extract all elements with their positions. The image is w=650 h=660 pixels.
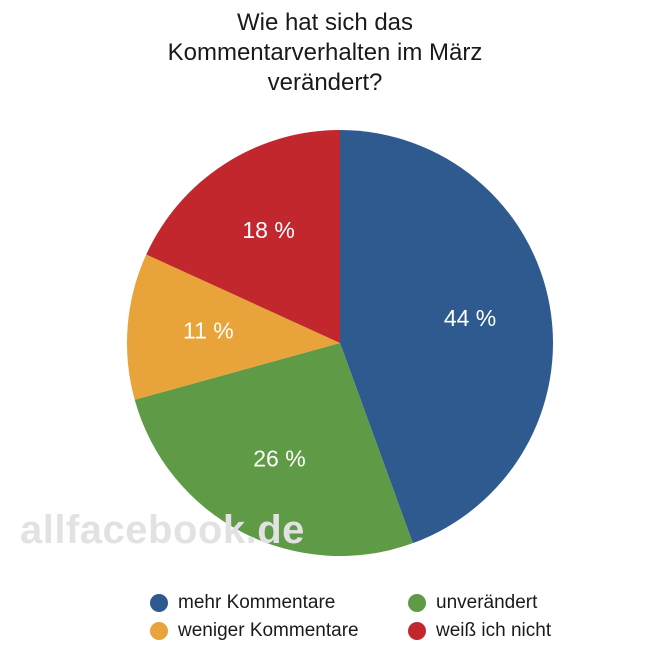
legend-label-mehr-kommentare: mehr Kommentare (178, 592, 336, 613)
pie-slice-weniger-kommentare (126, 254, 340, 400)
legend-swatch-weniger-kommentare (150, 622, 168, 640)
chart-title-line-2: Kommentarverhalten im März (167, 39, 483, 66)
pie-slice-unveraendert (134, 343, 413, 556)
slice-label-weiss-ich-nicht: 18 % (242, 217, 294, 243)
legend-item-mehr-kommentare: mehr Kommentare (150, 592, 335, 614)
chart-title-line-3: verändert? (267, 69, 383, 96)
legend-label-weiss-ich-nicht: weiß ich nicht (436, 620, 552, 641)
slice-label-unveraendert: 26 % (253, 445, 305, 471)
legend-swatch-unveraendert (408, 594, 426, 612)
chart-title: Wie hat sich das Kommentarverhalten im M… (0, 8, 650, 98)
pie-slice-weiss-ich-nicht (146, 130, 340, 343)
slice-label-mehr-kommentare: 44 % (444, 305, 496, 331)
legend-item-unveraendert: unverändert (408, 592, 537, 614)
legend-item-weiss-ich-nicht: weiß ich nicht (408, 620, 551, 642)
watermark-text: allfacebook.de (20, 508, 305, 552)
legend-label-weniger-kommentare: weniger Kommentare (178, 620, 359, 641)
legend-swatch-mehr-kommentare (150, 594, 168, 612)
legend-label-unveraendert: unverändert (436, 592, 538, 613)
slice-label-weniger-kommentare: 11 % (183, 318, 234, 344)
legend-swatch-weiss-ich-nicht (408, 622, 426, 640)
chart-title-line-1: Wie hat sich das (236, 9, 414, 36)
legend-item-weniger-kommentare: weniger Kommentare (150, 620, 359, 642)
pie-slice-mehr-kommentare (340, 130, 553, 544)
